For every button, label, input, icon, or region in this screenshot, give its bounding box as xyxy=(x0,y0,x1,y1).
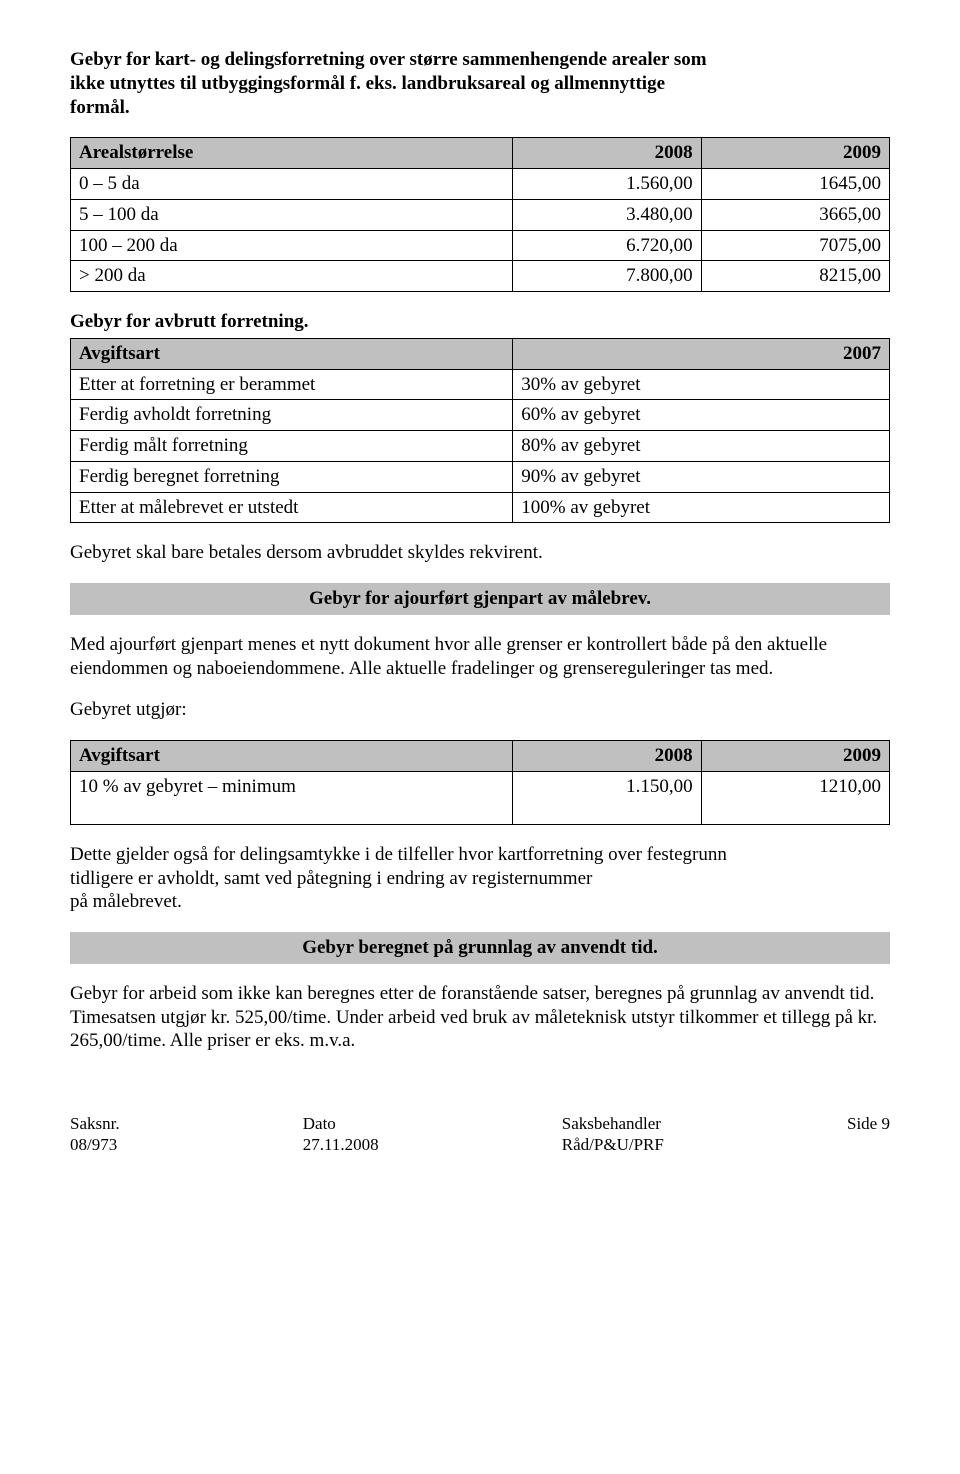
table-arealstorrelse: Arealstørrelse 2008 2009 0 – 5 da 1.560,… xyxy=(70,137,890,292)
table-row: > 200 da 7.800,00 8215,00 xyxy=(71,261,890,292)
page-footer: Saksnr. 08/973 Dato 27.11.2008 Saksbehan… xyxy=(70,1113,890,1156)
table-row: Ferdig beregnet forretning 90% av gebyre… xyxy=(71,461,890,492)
th-2007: 2007 xyxy=(513,338,890,369)
subtitle-avbrutt: Gebyr for avbrutt forretning. xyxy=(70,310,890,334)
para-delingsamtykke: Dette gjelder også for delingsamtykke i … xyxy=(70,843,890,914)
table-header-row: Avgiftsart 2007 xyxy=(71,338,890,369)
section-ajourfort: Gebyr for ajourført gjenpart av målebrev… xyxy=(70,583,890,615)
th-2008: 2008 xyxy=(513,138,701,169)
footer-col-dato: Dato 27.11.2008 xyxy=(303,1113,379,1156)
title-line-1: Gebyr for kart- og delingsforretning ove… xyxy=(70,49,707,70)
th-arealstorrelse: Arealstørrelse xyxy=(71,138,513,169)
th-2009: 2009 xyxy=(701,741,889,772)
page-title: Gebyr for kart- og delingsforretning ove… xyxy=(70,48,890,119)
th-2009: 2009 xyxy=(701,138,889,169)
table-row: Etter at forretning er berammet 30% av g… xyxy=(71,369,890,400)
table-row: 10 % av gebyret – minimum 1.150,00 1210,… xyxy=(71,771,890,824)
table-avgiftsart-2007: Avgiftsart 2007 Etter at forretning er b… xyxy=(70,338,890,524)
section-anvendt-tid: Gebyr beregnet på grunnlag av anvendt ti… xyxy=(70,932,890,964)
th-avgiftsart: Avgiftsart xyxy=(71,741,513,772)
footer-col-saksbehandler: Saksbehandler Råd/P&U/PRF xyxy=(562,1113,664,1156)
table-avgiftsart-2008-2009: Avgiftsart 2008 2009 10 % av gebyret – m… xyxy=(70,740,890,825)
table-row: Ferdig målt forretning 80% av gebyret xyxy=(71,431,890,462)
footer-col-saksnr: Saksnr. 08/973 xyxy=(70,1113,120,1156)
table-row: 100 – 200 da 6.720,00 7075,00 xyxy=(71,230,890,261)
table-row: Etter at målebrevet er utstedt 100% av g… xyxy=(71,492,890,523)
table-header-row: Avgiftsart 2008 2009 xyxy=(71,741,890,772)
footer-col-side: Side 9 xyxy=(847,1113,890,1156)
table-row: 0 – 5 da 1.560,00 1645,00 xyxy=(71,169,890,200)
para-ajourfort-desc: Med ajourført gjenpart menes et nytt dok… xyxy=(70,633,890,681)
title-line-2: ikke utnyttes til utbyggingsformål f. ek… xyxy=(70,73,665,94)
para-rekvirent: Gebyret skal bare betales dersom avbrudd… xyxy=(70,541,890,565)
table-row: Ferdig avholdt forretning 60% av gebyret xyxy=(71,400,890,431)
th-2008: 2008 xyxy=(513,741,701,772)
title-line-3: formål. xyxy=(70,97,130,118)
th-avgiftsart: Avgiftsart xyxy=(71,338,513,369)
table-header-row: Arealstørrelse 2008 2009 xyxy=(71,138,890,169)
table-row: 5 – 100 da 3.480,00 3665,00 xyxy=(71,199,890,230)
para-timesats: Gebyr for arbeid som ikke kan beregnes e… xyxy=(70,982,890,1053)
para-gebyret-utgjor: Gebyret utgjør: xyxy=(70,698,890,722)
